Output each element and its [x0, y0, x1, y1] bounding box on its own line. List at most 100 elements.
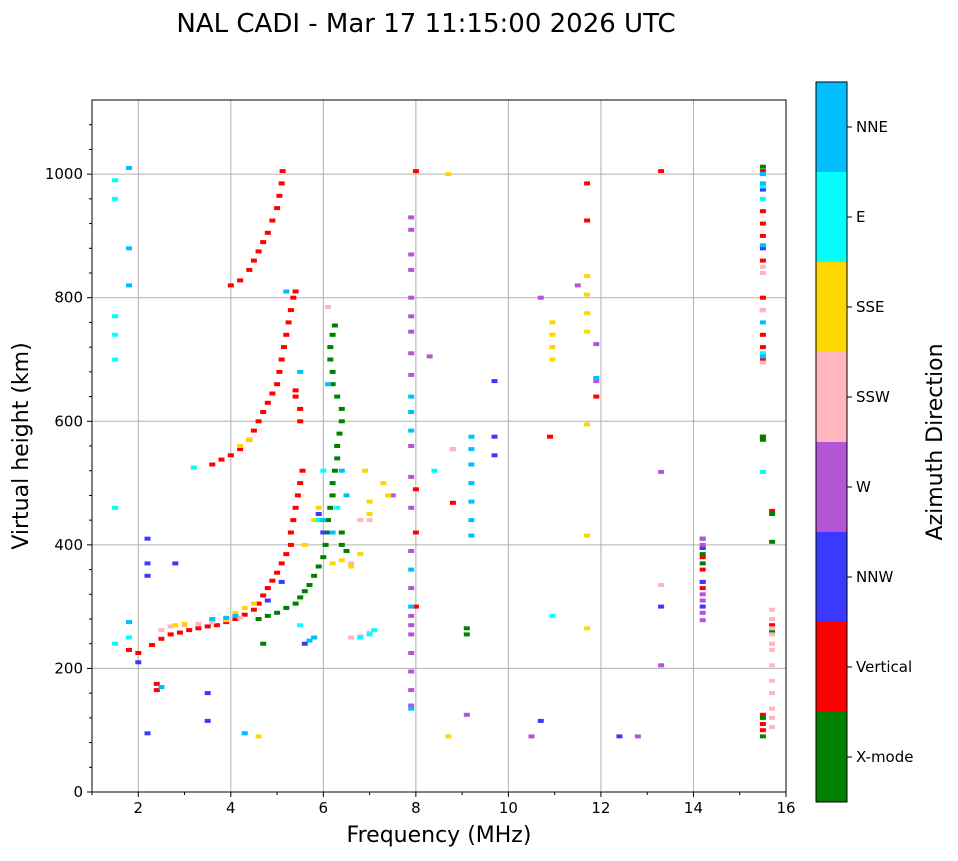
data-point — [412, 604, 419, 609]
data-point — [285, 320, 292, 325]
data-point — [769, 632, 776, 637]
data-point — [269, 578, 276, 583]
colorbar-tick-label: W — [856, 478, 871, 496]
y-tick-label: 600 — [54, 412, 83, 430]
data-point — [408, 632, 415, 637]
data-point — [343, 549, 350, 553]
data-point — [584, 329, 591, 334]
data-point — [204, 691, 211, 696]
data-point — [283, 552, 290, 557]
y-tick-label: 800 — [54, 289, 83, 307]
data-point — [209, 462, 216, 467]
data-point — [769, 706, 776, 711]
data-point — [112, 505, 119, 510]
y-tick-label: 1000 — [45, 165, 83, 183]
y-axis-label: Virtual height (km) — [9, 342, 34, 549]
data-point — [769, 623, 776, 628]
data-point — [325, 530, 331, 535]
data-point — [299, 468, 306, 473]
data-point — [408, 505, 415, 510]
data-point — [759, 271, 766, 275]
data-point — [658, 169, 665, 174]
data-point — [176, 630, 183, 635]
data-point — [315, 505, 322, 510]
data-point — [408, 549, 415, 553]
data-point — [250, 258, 257, 263]
data-point — [468, 518, 475, 523]
data-point — [759, 164, 766, 169]
data-point — [699, 598, 706, 603]
data-point — [769, 626, 776, 631]
data-point — [769, 508, 776, 513]
data-point — [144, 536, 151, 541]
data-point — [537, 718, 544, 723]
data-point — [547, 434, 553, 439]
data-point — [366, 632, 373, 637]
data-point — [759, 196, 766, 201]
data-point — [195, 621, 202, 626]
data-point — [769, 725, 776, 730]
data-point — [357, 635, 364, 640]
data-point — [593, 342, 600, 347]
data-point — [315, 512, 322, 516]
data-point — [315, 564, 322, 569]
data-point — [463, 712, 470, 717]
grid-lines — [92, 100, 787, 793]
data-point — [759, 243, 766, 248]
data-point — [699, 545, 706, 550]
data-point — [699, 561, 706, 566]
data-point — [449, 447, 456, 452]
x-tick-label: 8 — [411, 799, 421, 817]
data-point — [491, 379, 498, 384]
data-point — [759, 357, 766, 362]
data-point — [204, 624, 211, 629]
data-point — [408, 604, 415, 609]
data-point — [325, 305, 331, 309]
data-point — [301, 589, 308, 594]
data-point — [264, 230, 271, 235]
data-point — [292, 601, 299, 606]
data-point — [255, 249, 262, 254]
data-point — [769, 663, 776, 668]
data-point — [412, 530, 419, 535]
data-point — [126, 635, 132, 640]
data-point — [408, 623, 415, 628]
data-point — [209, 617, 216, 621]
data-point — [331, 323, 338, 328]
data-point — [255, 617, 262, 621]
data-point — [759, 434, 766, 439]
data-point — [237, 444, 244, 448]
data-point — [126, 166, 132, 170]
data-point — [584, 274, 591, 279]
data-point — [769, 512, 776, 516]
data-point — [181, 621, 188, 626]
data-point — [759, 712, 766, 717]
data-point — [658, 604, 665, 609]
data-point — [167, 624, 174, 629]
data-point — [306, 638, 313, 643]
data-point — [327, 357, 334, 362]
data-point — [584, 422, 591, 427]
data-point — [348, 635, 355, 640]
data-point — [292, 388, 299, 393]
data-point — [463, 632, 470, 637]
data-point — [699, 542, 706, 547]
data-point — [634, 734, 641, 739]
data-point — [260, 240, 267, 245]
data-point — [759, 734, 766, 739]
data-point — [329, 481, 336, 486]
data-point — [468, 434, 475, 439]
data-point — [327, 345, 334, 350]
data-point — [343, 493, 350, 498]
data-point — [549, 345, 556, 350]
data-point — [144, 731, 151, 736]
colorbar-segment — [816, 622, 847, 712]
colorbar-tick-label: NNW — [856, 568, 893, 586]
data-point — [445, 172, 452, 177]
data-point — [759, 715, 766, 720]
data-point — [237, 615, 244, 620]
data-point — [468, 447, 475, 452]
data-point — [699, 592, 706, 597]
data-point — [759, 351, 766, 356]
